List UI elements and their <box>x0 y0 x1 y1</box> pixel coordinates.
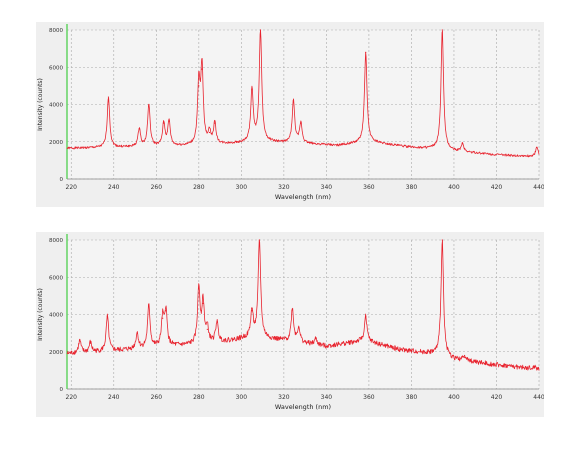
x-tick-label: 340 <box>321 184 333 191</box>
peak-point <box>206 328 208 330</box>
y-tick-label: 4000 <box>49 313 63 319</box>
x-tick-label: 440 <box>533 184 544 191</box>
y-tick-label: 8000 <box>49 238 63 244</box>
x-axis-label: Wavelength (nm) <box>275 193 331 201</box>
spectrum-plot-top: 220 240 260 280 300 320 340 360 380 400 420 440 0 200… <box>37 24 544 201</box>
peak-point <box>441 239 443 241</box>
x-tick-label: 220 <box>66 184 78 191</box>
peak-point <box>536 146 538 148</box>
x-tick-label: 380 <box>406 184 418 191</box>
peak-point <box>165 310 167 312</box>
spectrum-series-line <box>66 29 540 158</box>
y-tick-label: 2000 <box>49 350 63 356</box>
peak-point <box>198 287 200 290</box>
peak-point <box>534 366 536 368</box>
x-tick-label: 260 <box>151 184 163 191</box>
x-tick-label: 240 <box>108 394 120 401</box>
peak-point <box>148 304 150 306</box>
spectrum-plot-bottom: 220 240 260 280 300 320 340 360 380 400 420 440 0 200… <box>37 234 544 411</box>
x-tick-label: 400 <box>448 394 460 401</box>
peak-point <box>202 302 204 304</box>
x-tick-label: 380 <box>406 394 418 401</box>
spectrum-series-line <box>66 239 540 371</box>
x-axis-label: Wavelength (nm) <box>275 403 331 411</box>
peak-point <box>168 120 170 122</box>
x-tick-label: 340 <box>321 394 333 401</box>
peak-point <box>298 326 300 329</box>
peak-point <box>365 315 367 317</box>
y-tick-label: 6000 <box>49 65 63 71</box>
peak-point <box>365 51 367 53</box>
peak-point <box>162 317 164 319</box>
peak-point <box>315 338 317 340</box>
x-tick-label: 300 <box>236 394 248 401</box>
peak-point <box>89 341 91 344</box>
peak-point <box>441 29 443 31</box>
peak-point <box>201 68 203 70</box>
y-tick-label: 8000 <box>49 28 63 34</box>
peak-point <box>208 131 211 134</box>
x-tick-label: 300 <box>236 184 248 191</box>
spectrum-chart-top: 220 240 260 280 300 320 340 360 380 400 420 440 0 200… <box>36 22 544 207</box>
x-tick-label: 260 <box>151 394 163 401</box>
y-axis-label: Intensity (counts) <box>37 288 44 341</box>
peak-point <box>291 308 293 310</box>
peak-point <box>148 103 150 106</box>
y-tick-label: 0 <box>60 387 64 393</box>
x-tick-label: 420 <box>491 184 503 191</box>
peak-point <box>461 143 464 145</box>
peak-point <box>251 310 253 312</box>
peak-point <box>136 332 138 334</box>
peak-point <box>463 354 466 357</box>
y-tick-label: 4000 <box>49 103 63 109</box>
spectrum-chart-bottom: 220 240 260 280 300 320 340 360 380 400 420 440 0 200… <box>36 232 544 417</box>
peak-point <box>300 122 302 124</box>
peak-point <box>292 100 295 102</box>
x-tick-label: 240 <box>108 184 120 191</box>
x-tick-label: 280 <box>193 184 205 191</box>
peak-point <box>251 89 253 91</box>
x-tick-label: 320 <box>278 184 290 191</box>
peak-point <box>138 128 140 130</box>
x-tick-label: 440 <box>533 394 544 401</box>
peak-point <box>163 122 165 124</box>
peak-point <box>198 85 200 87</box>
y-axis-label: Intensity (counts) <box>37 78 44 131</box>
x-tick-label: 360 <box>363 184 375 191</box>
x-tick-label: 320 <box>278 394 290 401</box>
peak-point <box>216 321 218 323</box>
x-tick-label: 400 <box>448 184 460 191</box>
peak-point <box>258 239 261 241</box>
y-tick-label: 0 <box>60 177 64 183</box>
peak-point <box>107 96 110 98</box>
x-tick-label: 420 <box>491 394 503 401</box>
x-tick-label: 280 <box>193 394 205 401</box>
peak-point <box>79 339 81 342</box>
y-tick-label: 2000 <box>49 140 63 146</box>
peak-point <box>106 315 108 317</box>
x-tick-label: 220 <box>66 394 78 401</box>
peak-point <box>259 29 262 31</box>
x-tick-label: 360 <box>363 394 375 401</box>
y-tick-label: 6000 <box>49 275 63 281</box>
peak-point <box>214 122 216 124</box>
